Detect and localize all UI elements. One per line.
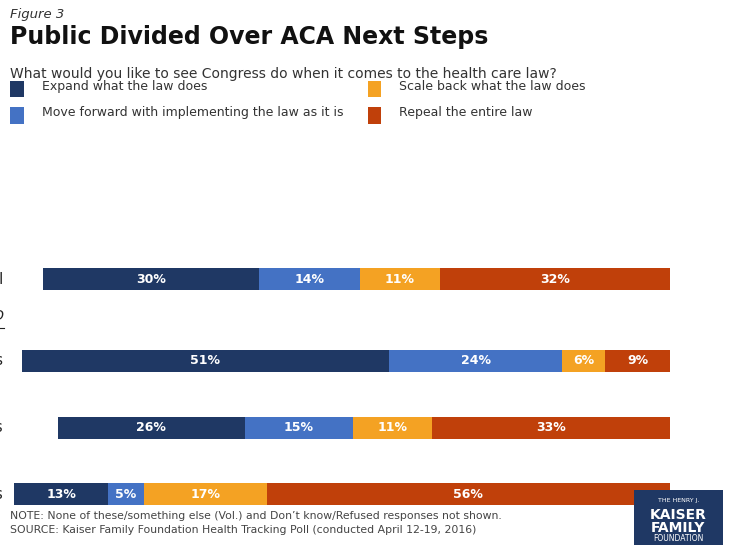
Text: 26%: 26% (137, 421, 166, 434)
Text: Move forward with implementing the law as it is: Move forward with implementing the law a… (42, 106, 343, 120)
Text: 13%: 13% (46, 488, 76, 501)
Bar (245, 417, 353, 439)
Text: Democrats: Democrats (0, 353, 4, 368)
Bar (389, 350, 562, 372)
Text: 51%: 51% (190, 354, 220, 368)
Text: KAISER: KAISER (650, 508, 707, 522)
Bar (144, 483, 267, 505)
Text: SOURCE: Kaiser Family Foundation Health Tracking Poll (conducted April 12-19, 20: SOURCE: Kaiser Family Foundation Health … (10, 525, 477, 534)
Text: 9%: 9% (627, 354, 648, 368)
Text: Independents: Independents (0, 420, 4, 435)
Text: 11%: 11% (385, 273, 415, 286)
Text: 14%: 14% (295, 273, 325, 286)
Text: Scale back what the law does: Scale back what the law does (399, 80, 586, 93)
Text: THE HENRY J.: THE HENRY J. (658, 498, 699, 503)
Text: 33%: 33% (537, 421, 566, 434)
Bar (57, 417, 245, 439)
Text: Repeal the entire law: Repeal the entire law (399, 106, 533, 120)
Text: 30%: 30% (137, 273, 166, 286)
Bar (267, 483, 670, 505)
Text: Public Divided Over ACA Next Steps: Public Divided Over ACA Next Steps (10, 25, 489, 49)
Text: Expand what the law does: Expand what the law does (42, 80, 207, 93)
Text: Figure 3: Figure 3 (10, 8, 65, 21)
Text: Total: Total (0, 272, 4, 287)
Text: By Political Party ID: By Political Party ID (0, 309, 4, 323)
Text: 11%: 11% (378, 421, 408, 434)
Bar (353, 417, 432, 439)
Bar (21, 350, 389, 372)
Bar (432, 417, 670, 439)
Bar (440, 268, 670, 290)
Text: What would you like to see Congress do when it comes to the health care law?: What would you like to see Congress do w… (10, 67, 557, 81)
Text: 32%: 32% (540, 273, 570, 286)
Text: 5%: 5% (115, 488, 137, 501)
Text: 17%: 17% (190, 488, 220, 501)
Text: 24%: 24% (461, 354, 490, 368)
Bar (360, 268, 440, 290)
Text: FAMILY: FAMILY (651, 521, 706, 535)
Text: NOTE: None of these/something else (Vol.) and Don’t know/Refused responses not s: NOTE: None of these/something else (Vol.… (10, 511, 502, 521)
Bar (259, 268, 360, 290)
Text: 56%: 56% (453, 488, 484, 501)
Bar (562, 350, 606, 372)
Bar (606, 350, 670, 372)
Text: FOUNDATION: FOUNDATION (653, 534, 703, 543)
Bar (108, 483, 144, 505)
Text: 6%: 6% (573, 354, 594, 368)
Text: Republicans: Republicans (0, 487, 4, 502)
Text: 15%: 15% (284, 421, 314, 434)
Bar (15, 483, 108, 505)
Bar (43, 268, 259, 290)
